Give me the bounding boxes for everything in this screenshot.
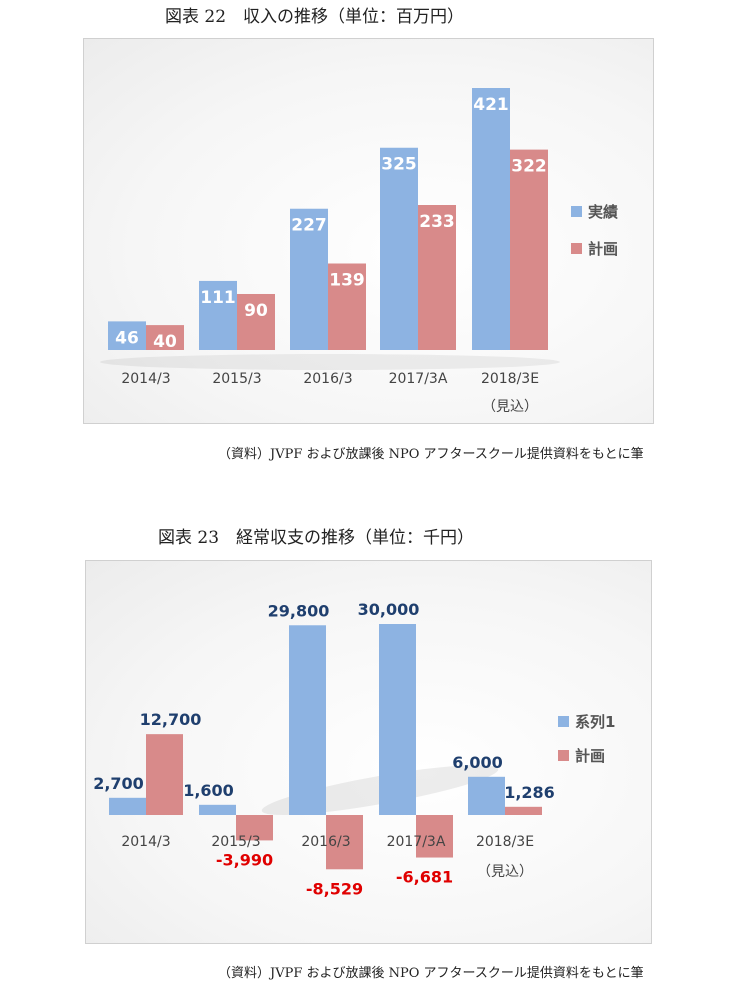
bar-plan-4 (510, 149, 548, 350)
x-tick-label: 2017/3A (387, 834, 446, 850)
legend-swatch-plan (571, 243, 582, 254)
legend-swatch-actual (571, 206, 582, 217)
bar-plan-4 (505, 806, 542, 815)
x-tick-sublabel: （見込） (482, 399, 538, 415)
legend-label-series1: 系列1 (575, 713, 615, 731)
data-label-actual-2: 227 (291, 216, 327, 236)
x-tick-label: 2018/3E (481, 371, 539, 387)
bar-plan-2 (326, 815, 363, 870)
data-label-plan-2: 139 (329, 270, 365, 290)
data-label-plan-0: 40 (153, 332, 177, 352)
legend-label-plan: 計画 (575, 747, 605, 765)
data-label-plan-3: 233 (419, 212, 455, 232)
x-tick-label: 2016/3 (301, 834, 350, 850)
data-label-plan-2: -8,529 (306, 879, 363, 898)
bar-plan-0 (146, 325, 184, 350)
x-tick-label: 2018/3E (476, 834, 534, 850)
bar-actual-2 (290, 208, 328, 350)
data-label-plan-1: 90 (244, 301, 268, 321)
data-label-actual-3: 325 (381, 155, 417, 175)
data-label-plan-4: 322 (511, 157, 547, 177)
bar-plan-2 (328, 263, 366, 350)
bar-actual-3 (380, 147, 418, 350)
x-tick-label: 2015/3 (212, 371, 261, 387)
data-label-series1-4: 6,000 (452, 753, 503, 772)
data-label-actual-1: 111 (200, 288, 236, 308)
legend-label-plan: 計画 (588, 240, 618, 258)
bar-series1-2 (289, 625, 326, 815)
x-tick-label: 2017/3A (389, 371, 448, 387)
figure-22-source: （資料）JVPF および放課後 NPO アフタースクール提供資料をもとに筆 (218, 447, 644, 462)
data-label-plan-4: 1,286 (504, 783, 555, 802)
legend-swatch-plan (558, 750, 569, 761)
data-label-plan-3: -6,681 (396, 868, 453, 887)
x-tick-label: 2015/3 (211, 834, 260, 850)
data-label-actual-4: 421 (473, 95, 509, 115)
bar-plan-3 (418, 204, 456, 350)
bar-series1-3 (379, 624, 416, 815)
x-tick-label: 2016/3 (303, 371, 352, 387)
data-label-series1-0: 2,700 (93, 774, 144, 793)
bar-plan-3 (416, 815, 453, 858)
bar-plan-1 (236, 815, 273, 841)
bar-actual-4 (472, 88, 510, 350)
data-label-plan-1: -3,990 (216, 850, 273, 869)
bar-series1-1 (199, 804, 236, 815)
figure-22-title: 図表 22 収入の推移（単位：百万円） (165, 7, 465, 27)
data-label-series1-3: 30,000 (358, 600, 420, 619)
data-label-actual-0: 46 (115, 328, 139, 348)
x-tick-sublabel: （見込） (477, 864, 533, 880)
bar-actual-0 (108, 321, 146, 350)
x-tick-label: 2014/3 (121, 834, 170, 850)
figure-23-source: （資料）JVPF および放課後 NPO アフタースクール提供資料をもとに筆 (218, 966, 644, 981)
figure-23-title: 図表 23 経常収支の推移（単位：千円） (158, 528, 475, 548)
bar-actual-1 (199, 280, 237, 350)
data-label-series1-1: 1,600 (183, 781, 234, 800)
bar-series1-4 (468, 776, 505, 815)
revenue-chart-frame (83, 38, 654, 424)
bar-series1-0 (109, 797, 146, 815)
data-label-plan-0: 12,700 (140, 710, 202, 729)
data-label-series1-2: 29,800 (268, 601, 330, 620)
x-tick-label: 2014/3 (121, 371, 170, 387)
bar-plan-1 (237, 293, 275, 350)
legend-swatch-series1 (558, 716, 569, 727)
legend-label-actual: 実績 (588, 203, 618, 221)
bar-plan-0 (146, 734, 183, 815)
plot-shadow (100, 354, 560, 370)
